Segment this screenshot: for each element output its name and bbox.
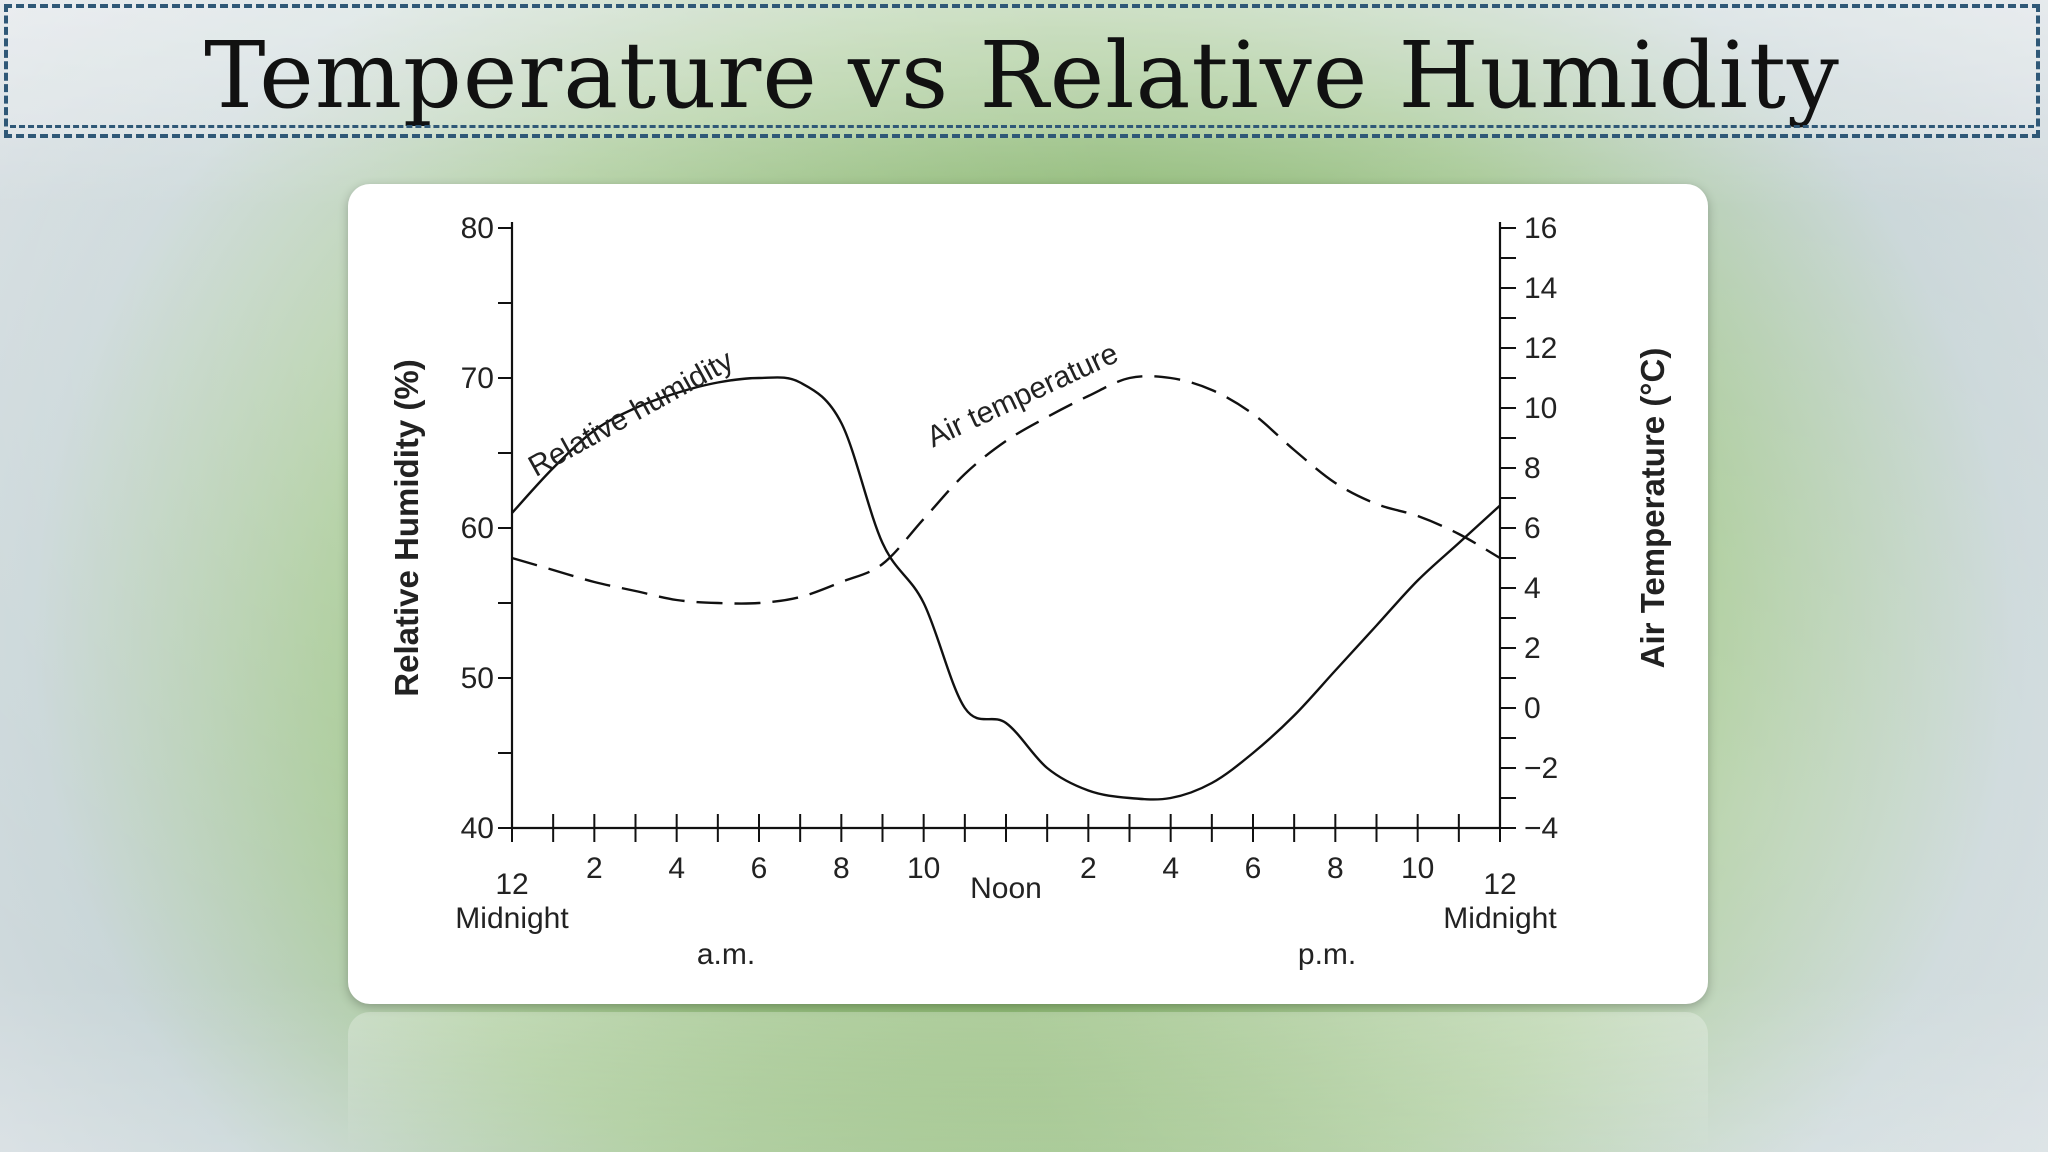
chart: 40 50 60 70 80 −4 −2 0 2 4 6 8 10 12 14 16 2 4 6 8 10 2 4 6 8 10 1… <box>388 212 1671 971</box>
chart-card: 40 50 60 70 80 −4 −2 0 2 4 6 8 10 12 14 16 2 4 6 8 10 2 4 6 8 10 1… <box>348 184 1708 1004</box>
x-end-hour-label: 12 <box>1483 868 1516 901</box>
right-tick-label: 4 <box>1524 572 1541 605</box>
slide-title: Temperature vs Relative Humidity <box>204 22 1840 129</box>
right-tick-label: 10 <box>1524 392 1557 425</box>
chart-reflection <box>348 1012 1708 1152</box>
left-tick-label: 80 <box>461 212 494 245</box>
right-tick-label: 14 <box>1524 272 1557 305</box>
x-start-midnight-label: Midnight <box>455 902 569 935</box>
relative-humidity-line <box>511 376 1501 801</box>
left-tick-label: 40 <box>461 812 494 845</box>
right-tick-label: 0 <box>1524 692 1541 725</box>
air-temperature-series-label: Air temperature <box>922 337 1123 454</box>
left-axis-title: Relative Humidity (%) <box>388 359 425 696</box>
x-tick-label: 2 <box>1080 852 1097 885</box>
x-tick-label: 2 <box>586 852 603 885</box>
axis-labels: 40 50 60 70 80 −4 −2 0 2 4 6 8 10 12 14 16 2 4 6 8 10 2 4 6 8 10 1… <box>388 212 1671 971</box>
left-tick-label: 60 <box>461 512 494 545</box>
right-tick-label: 2 <box>1524 632 1541 665</box>
axes <box>498 222 1516 842</box>
right-tick-label: 6 <box>1524 512 1541 545</box>
relative-humidity-series-label: Relative humidity <box>523 344 739 484</box>
x-end-midnight-label: Midnight <box>1443 902 1557 935</box>
x-tick-label: 6 <box>751 852 768 885</box>
right-tick-label: 16 <box>1524 212 1557 245</box>
x-tick-label: 8 <box>1327 852 1344 885</box>
right-tick-label: −4 <box>1524 812 1558 845</box>
x-tick-label: 4 <box>1162 852 1179 885</box>
title-frame: Temperature vs Relative Humidity <box>4 4 2040 138</box>
x-tick-label: 4 <box>668 852 685 885</box>
series-lines <box>511 374 1501 801</box>
am-label: a.m. <box>697 938 755 971</box>
pm-label: p.m. <box>1298 938 1356 971</box>
left-tick-label: 50 <box>461 662 494 695</box>
right-tick-label: 12 <box>1524 332 1557 365</box>
x-tick-label: 10 <box>907 852 940 885</box>
right-tick-label: −2 <box>1524 752 1558 785</box>
x-noon-label: Noon <box>970 872 1042 905</box>
right-tick-label: 8 <box>1524 452 1541 485</box>
right-axis-title: Air Temperature (°C) <box>1634 348 1671 669</box>
x-tick-label: 6 <box>1245 852 1262 885</box>
x-tick-label: 8 <box>833 852 850 885</box>
air-temperature-line <box>511 374 1501 605</box>
x-tick-label: 10 <box>1401 852 1434 885</box>
x-start-hour-label: 12 <box>495 868 528 901</box>
left-tick-label: 70 <box>461 362 494 395</box>
